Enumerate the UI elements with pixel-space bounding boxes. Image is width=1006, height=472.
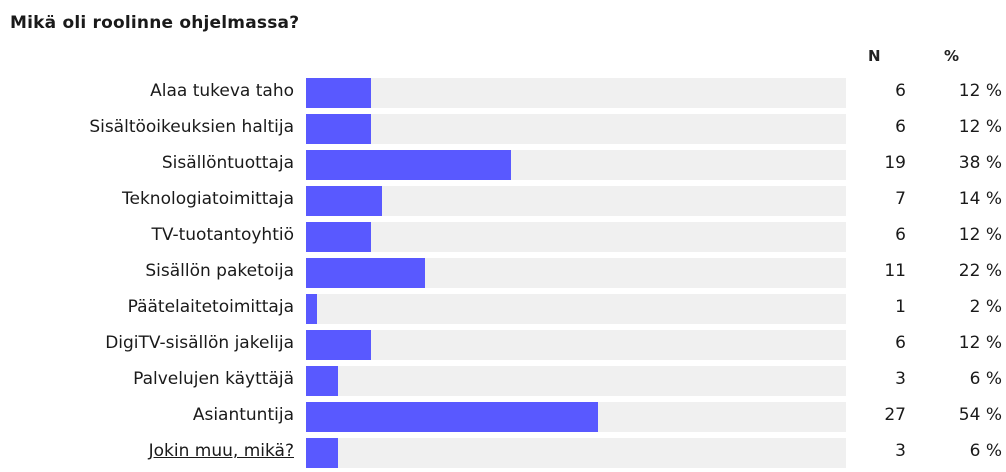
chart-row: Sisällöntuottaja 19 38 % xyxy=(0,148,1006,184)
chart-row: Sisällön paketoija 11 22 % xyxy=(0,256,1006,292)
question-title: Mikä oli roolinne ohjelmassa? xyxy=(10,13,300,33)
chart-row: Teknologiatoimittaja 7 14 % xyxy=(0,184,1006,220)
bar-track xyxy=(306,294,846,324)
chart-row: Jokin muu, mikä? 3 6 % xyxy=(0,436,1006,472)
bar xyxy=(306,78,371,108)
percent-value: 2 % xyxy=(969,297,1002,317)
count-value: 19 xyxy=(884,153,906,173)
bar-track xyxy=(306,366,846,396)
percent-value: 12 % xyxy=(958,333,1002,353)
bar xyxy=(306,258,425,288)
chart-row: DigiTV-sisällön jakelija 6 12 % xyxy=(0,328,1006,364)
count-value: 11 xyxy=(884,261,906,281)
bar-track xyxy=(306,330,846,360)
chart-row: Sisältöoikeuksien haltija 6 12 % xyxy=(0,112,1006,148)
column-header-n: N xyxy=(868,47,881,65)
category-label: Päätelaitetoimittaja xyxy=(127,297,294,317)
chart-row: Palvelujen käyttäjä 3 6 % xyxy=(0,364,1006,400)
count-value: 6 xyxy=(895,117,906,137)
percent-value: 22 % xyxy=(958,261,1002,281)
category-label: Alaa tukeva taho xyxy=(150,81,294,101)
percent-value: 12 % xyxy=(958,225,1002,245)
count-value: 27 xyxy=(884,405,906,425)
bar xyxy=(306,114,371,144)
bar-track xyxy=(306,114,846,144)
count-value: 3 xyxy=(895,441,906,461)
bar xyxy=(306,402,598,432)
column-header-percent: % xyxy=(944,47,960,65)
bar xyxy=(306,366,338,396)
category-label: Sisältöoikeuksien haltija xyxy=(89,117,294,137)
chart-row: Alaa tukeva taho 6 12 % xyxy=(0,76,1006,112)
chart-row: Asiantuntija 27 54 % xyxy=(0,400,1006,436)
category-label: Asiantuntija xyxy=(192,405,294,425)
chart-row: Päätelaitetoimittaja 1 2 % xyxy=(0,292,1006,328)
bar-track xyxy=(306,78,846,108)
percent-value: 14 % xyxy=(958,189,1002,209)
category-label: Sisällön paketoija xyxy=(145,261,294,281)
bar xyxy=(306,222,371,252)
percent-value: 54 % xyxy=(958,405,1002,425)
bar xyxy=(306,150,511,180)
bar xyxy=(306,438,338,468)
category-label: TV-tuotantoyhtiö xyxy=(151,225,294,245)
count-value: 7 xyxy=(895,189,906,209)
count-value: 6 xyxy=(895,333,906,353)
bar-track xyxy=(306,186,846,216)
bar-track xyxy=(306,222,846,252)
category-label-link[interactable]: Jokin muu, mikä? xyxy=(148,441,294,461)
category-label: Palvelujen käyttäjä xyxy=(133,369,294,389)
percent-value: 12 % xyxy=(958,117,1002,137)
bar xyxy=(306,330,371,360)
count-value: 1 xyxy=(895,297,906,317)
count-value: 6 xyxy=(895,81,906,101)
category-label: Teknologiatoimittaja xyxy=(122,189,294,209)
category-label: DigiTV-sisällön jakelija xyxy=(105,333,294,353)
percent-value: 38 % xyxy=(958,153,1002,173)
chart-row: TV-tuotantoyhtiö 6 12 % xyxy=(0,220,1006,256)
bar-track xyxy=(306,150,846,180)
percent-value: 6 % xyxy=(969,441,1002,461)
category-label: Sisällöntuottaja xyxy=(161,153,294,173)
bar-chart: Alaa tukeva taho 6 12 % Sisältöoikeuksien h… xyxy=(0,76,1006,472)
count-value: 6 xyxy=(895,225,906,245)
bar xyxy=(306,294,317,324)
bar-track xyxy=(306,258,846,288)
bar-track xyxy=(306,438,846,468)
bar-track xyxy=(306,402,846,432)
count-value: 3 xyxy=(895,369,906,389)
percent-value: 12 % xyxy=(958,81,1002,101)
percent-value: 6 % xyxy=(969,369,1002,389)
bar xyxy=(306,186,382,216)
